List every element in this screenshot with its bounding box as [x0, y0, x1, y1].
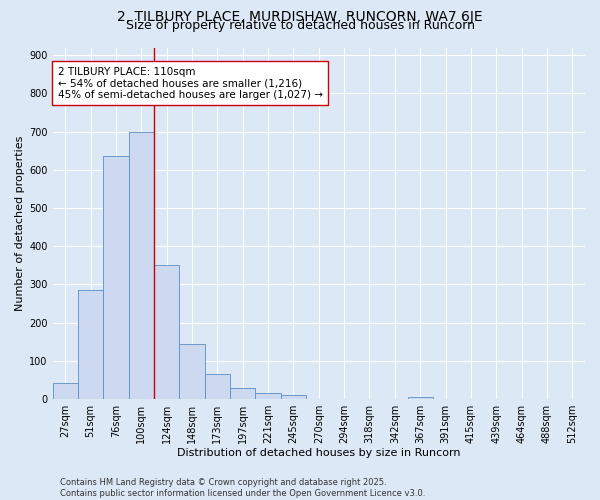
Bar [103, 156, 128, 399]
Text: Contains HM Land Registry data © Crown copyright and database right 2025.
Contai: Contains HM Land Registry data © Crown c… [60, 478, 425, 498]
Text: Size of property relative to detached houses in Runcorn: Size of property relative to detached ho… [125, 19, 475, 32]
Bar [53, 383, 78, 399]
Bar [230, 388, 256, 399]
X-axis label: Distribution of detached houses by size in Runcorn: Distribution of detached houses by size … [177, 448, 461, 458]
Bar [256, 393, 281, 399]
Bar [128, 132, 154, 399]
Bar [179, 344, 205, 399]
Y-axis label: Number of detached properties: Number of detached properties [15, 136, 25, 311]
Text: 2, TILBURY PLACE, MURDISHAW, RUNCORN, WA7 6JE: 2, TILBURY PLACE, MURDISHAW, RUNCORN, WA… [117, 10, 483, 24]
Bar [407, 397, 433, 399]
Bar [78, 290, 103, 399]
Bar [281, 395, 306, 399]
Bar [205, 374, 230, 399]
Text: 2 TILBURY PLACE: 110sqm
← 54% of detached houses are smaller (1,216)
45% of semi: 2 TILBURY PLACE: 110sqm ← 54% of detache… [58, 66, 323, 100]
Bar [154, 264, 179, 399]
